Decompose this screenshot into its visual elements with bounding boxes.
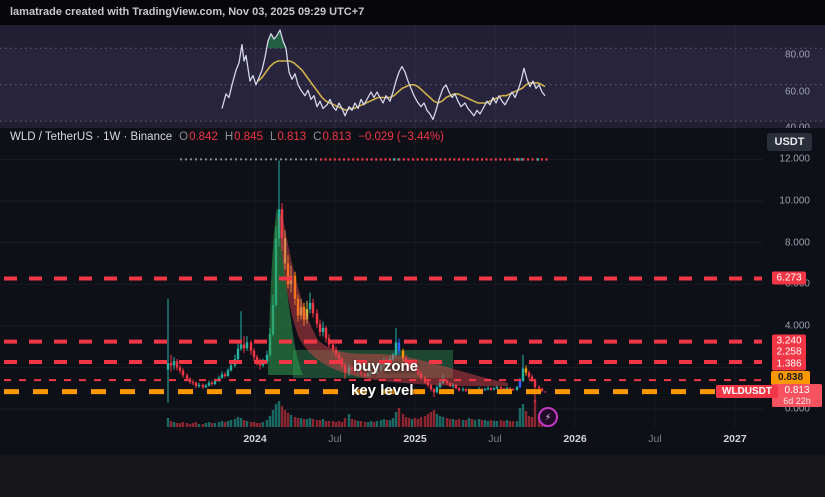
- level-price-label[interactable]: 2.258: [772, 345, 806, 359]
- rsi-canvas[interactable]: [0, 25, 825, 128]
- volume-bars: [166, 400, 547, 427]
- ohlc-open: O0.842: [179, 131, 218, 143]
- rsi-axis-label[interactable]: 60.00: [784, 86, 810, 97]
- time-axis-label[interactable]: 2025: [403, 433, 427, 445]
- time-axis-label[interactable]: 2024: [243, 433, 267, 445]
- level-price-label[interactable]: 3.240: [772, 334, 806, 348]
- key-level-annotation[interactable]: key level: [351, 382, 414, 399]
- currency-toggle-button[interactable]: USDT: [767, 133, 812, 151]
- current-price-label[interactable]: 0.813 6d 22h: [772, 384, 822, 407]
- rsi-lines: [221, 29, 546, 121]
- price-axis-label[interactable]: 12.000: [779, 153, 810, 165]
- price-axis-label[interactable]: 4.000: [784, 320, 810, 332]
- time-axis-label[interactable]: Jul: [648, 433, 662, 445]
- level-price-label[interactable]: 0.838: [771, 371, 810, 385]
- symbol-price-tag[interactable]: WLDUSDT: [716, 385, 778, 398]
- main-chart-panel[interactable]: WLD / TetherUS · 1W · Binance O0.842 H0.…: [0, 128, 825, 455]
- rsi-overbought-fill: [268, 30, 286, 49]
- level-price-label[interactable]: 1.386: [772, 357, 806, 371]
- price-chart-canvas[interactable]: [0, 128, 825, 455]
- buy-zone-annotation[interactable]: buy zone: [353, 358, 419, 375]
- price-axis-label[interactable]: 10.000: [779, 195, 810, 207]
- symbol-title[interactable]: WLD / TetherUS · 1W · Binance: [10, 131, 173, 143]
- lightning-icon: ⚡: [544, 411, 552, 422]
- spark-badge[interactable]: ⚡: [538, 407, 558, 427]
- time-axis-label[interactable]: Jul: [488, 433, 502, 445]
- symbol-legend[interactable]: WLD / TetherUS · 1W · Binance O0.842 H0.…: [10, 131, 444, 143]
- ohlc-close: C0.813: [313, 131, 352, 143]
- watermark-strip: lamatrade created with TradingView.com, …: [0, 0, 825, 25]
- watermark-text: lamatrade created with TradingView.com, …: [10, 6, 365, 18]
- rsi-axis-label[interactable]: 80.00: [784, 49, 810, 61]
- rsi-gridlines: [0, 25, 825, 128]
- level-price-label[interactable]: 6.273: [772, 271, 806, 285]
- time-axis-label[interactable]: Jul: [328, 433, 342, 445]
- price-axis-label[interactable]: 8.000: [784, 237, 810, 249]
- time-axis-label[interactable]: 2026: [563, 433, 587, 445]
- ohlc-low: L0.813: [269, 131, 307, 143]
- time-axis-label[interactable]: 2027: [723, 433, 747, 445]
- candles: [166, 160, 547, 403]
- ohlc-high: H0.845: [224, 131, 263, 143]
- ohlc-change: −0.029 (−3.44%): [358, 131, 444, 143]
- price-axis-label[interactable]: 0.000: [784, 403, 810, 415]
- bar-countdown: 6d 22h: [783, 396, 811, 406]
- footer-strip: TradingView: [0, 455, 825, 497]
- current-price-value: 0.813: [784, 385, 810, 396]
- pump-green-shape[interactable]: [268, 207, 303, 375]
- price-level-dashed-lines: [4, 276, 762, 395]
